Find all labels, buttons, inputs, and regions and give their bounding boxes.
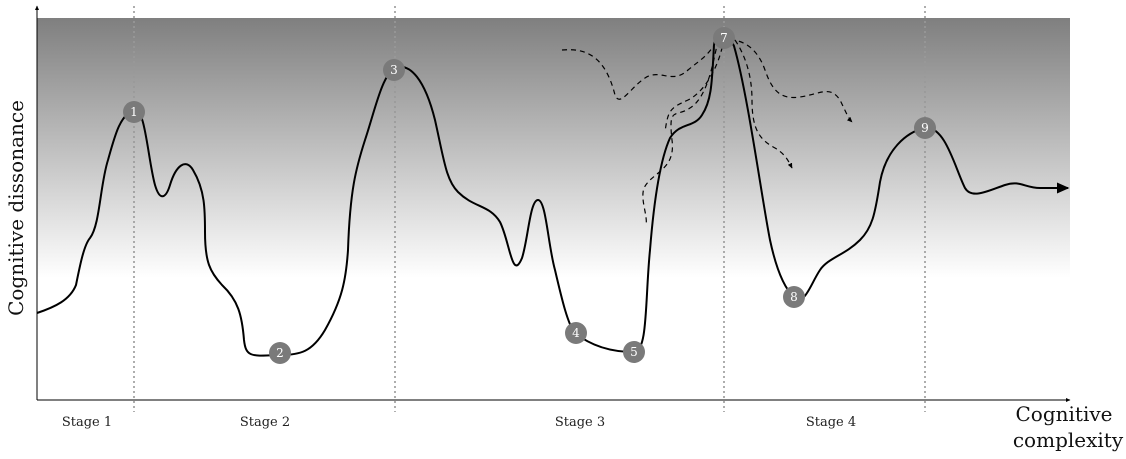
marker-9: 9 <box>914 117 936 139</box>
marker-3: 3 <box>383 59 405 81</box>
stage-label-4: Stage 4 <box>806 415 856 430</box>
marker-8: 8 <box>783 286 805 308</box>
stage-label-2: Stage 2 <box>240 415 290 430</box>
dashed-path <box>561 37 719 100</box>
marker-1: 1 <box>123 101 145 123</box>
svg-text:7: 7 <box>720 31 728 45</box>
marker-7: 7 <box>713 27 735 49</box>
marker-4: 4 <box>565 322 587 344</box>
dissonance-curve <box>36 34 1070 357</box>
svg-text:2: 2 <box>276 346 284 360</box>
stage-label-1: Stage 1 <box>62 415 112 430</box>
svg-text:4: 4 <box>572 326 580 340</box>
marker-2: 2 <box>269 342 291 364</box>
stage-labels: Stage 1 Stage 2 Stage 3 Stage 4 <box>62 415 856 430</box>
svg-text:3: 3 <box>390 63 398 77</box>
svg-text:9: 9 <box>921 121 929 135</box>
dashed-path <box>664 37 725 133</box>
dashed-path <box>734 39 793 169</box>
x-axis-label-line1: Cognitive <box>1016 402 1113 426</box>
dashed-trajectories <box>561 37 853 227</box>
svg-text:8: 8 <box>790 290 798 304</box>
stage-label-3: Stage 3 <box>555 415 605 430</box>
marker-5: 5 <box>623 341 645 363</box>
svg-text:5: 5 <box>630 345 638 359</box>
dashed-path <box>642 39 719 227</box>
point-markers: 1 2 3 4 5 7 8 9 <box>123 27 936 364</box>
x-axis-label-line2: complexity <box>1013 428 1124 452</box>
y-axis-label: Cognitive dissonance <box>4 100 28 316</box>
dissonance-gradient-band <box>37 18 1070 278</box>
svg-text:1: 1 <box>130 105 138 119</box>
